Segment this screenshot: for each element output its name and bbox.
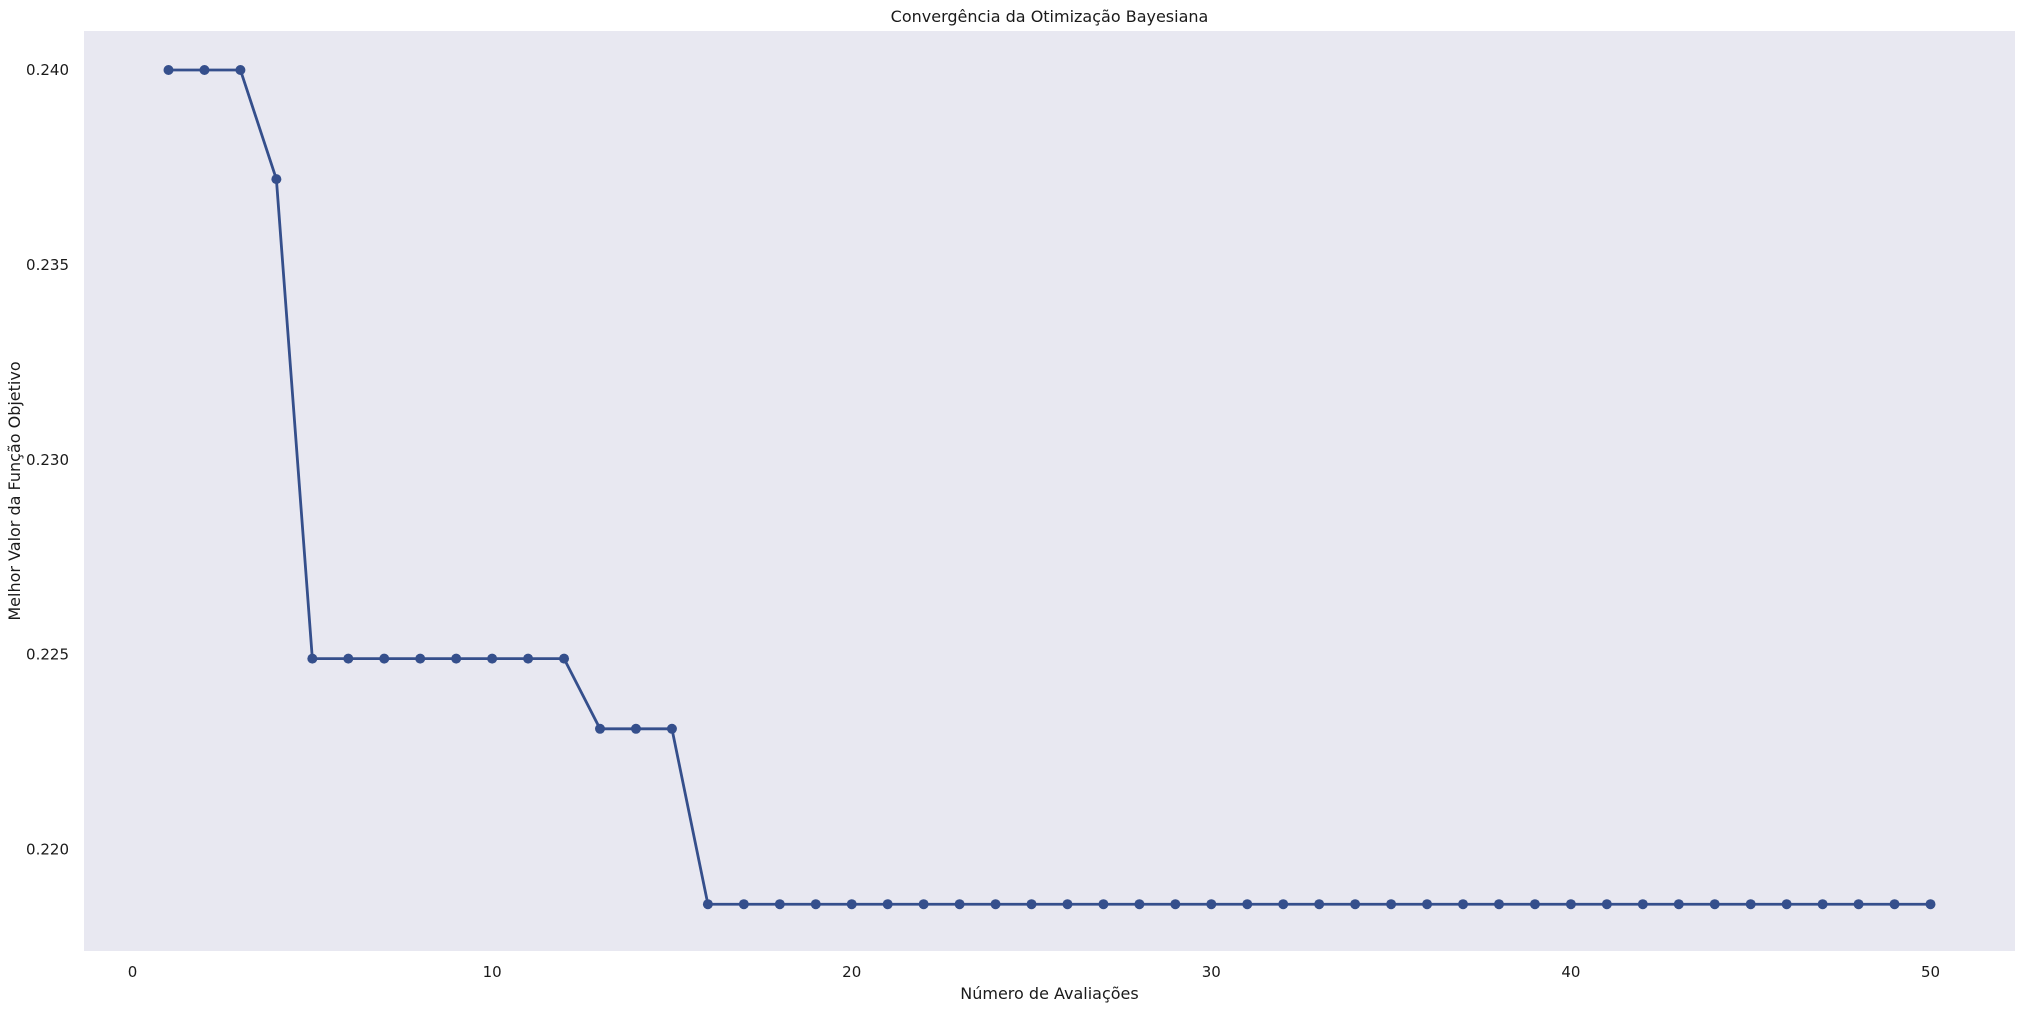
data-point bbox=[1062, 899, 1073, 910]
data-point bbox=[451, 653, 462, 664]
data-point bbox=[271, 174, 282, 185]
data-point bbox=[1709, 899, 1720, 910]
data-point bbox=[630, 723, 641, 734]
data-point bbox=[307, 653, 318, 664]
data-point bbox=[1026, 899, 1037, 910]
data-point bbox=[1745, 899, 1756, 910]
y-tick-label: 0.235 bbox=[26, 256, 69, 274]
data-point bbox=[1889, 899, 1900, 910]
data-point bbox=[1853, 899, 1864, 910]
data-point bbox=[1637, 899, 1648, 910]
data-point bbox=[1386, 899, 1397, 910]
x-tick-label: 30 bbox=[1202, 963, 1221, 981]
data-point bbox=[1817, 899, 1828, 910]
x-tick-label: 0 bbox=[128, 963, 138, 981]
x-tick-label: 50 bbox=[1921, 963, 1940, 981]
data-point bbox=[595, 723, 606, 734]
data-point bbox=[1134, 899, 1145, 910]
data-point bbox=[738, 899, 749, 910]
chart-title: Convergência da Otimização Bayesiana bbox=[891, 7, 1209, 26]
x-axis-label: Número de Avaliações bbox=[960, 984, 1138, 1003]
data-point bbox=[235, 64, 246, 75]
series-layer bbox=[163, 64, 1936, 910]
y-tick-label: 0.240 bbox=[26, 61, 69, 79]
data-point bbox=[1529, 899, 1540, 910]
data-point bbox=[846, 899, 857, 910]
data-point bbox=[1673, 899, 1684, 910]
y-tick-label: 0.225 bbox=[26, 646, 69, 664]
series-line bbox=[168, 68, 1931, 906]
data-point bbox=[702, 899, 713, 910]
x-tick-label: 40 bbox=[1561, 963, 1580, 981]
data-point bbox=[1458, 899, 1469, 910]
data-point bbox=[163, 64, 174, 75]
data-point bbox=[1350, 899, 1361, 910]
data-point bbox=[1493, 899, 1504, 910]
ticks-layer: 0 10 20 30 40 50 0.220 0.225 0.230 0.235 0.240 bbox=[26, 61, 1940, 981]
data-point bbox=[666, 723, 677, 734]
data-point bbox=[1242, 899, 1253, 910]
data-point bbox=[1565, 899, 1576, 910]
data-point bbox=[199, 64, 210, 75]
data-point bbox=[1925, 899, 1936, 910]
data-point bbox=[1314, 899, 1325, 910]
data-point bbox=[918, 899, 929, 910]
data-point bbox=[379, 653, 390, 664]
data-point bbox=[487, 653, 498, 664]
data-point bbox=[1422, 899, 1433, 910]
y-axis-label: Melhor Valor da Função Objetivo bbox=[5, 361, 24, 620]
y-tick-label: 0.220 bbox=[26, 841, 69, 859]
data-point bbox=[810, 899, 821, 910]
data-point bbox=[559, 653, 570, 664]
data-point bbox=[774, 899, 785, 910]
data-point bbox=[1781, 899, 1792, 910]
y-tick-label: 0.230 bbox=[26, 451, 69, 469]
data-point bbox=[954, 899, 965, 910]
data-point bbox=[523, 653, 534, 664]
data-point bbox=[882, 899, 893, 910]
data-point bbox=[1098, 899, 1109, 910]
data-point bbox=[415, 653, 426, 664]
x-tick-label: 20 bbox=[842, 963, 861, 981]
x-tick-label: 10 bbox=[483, 963, 502, 981]
data-point bbox=[343, 653, 354, 664]
data-point bbox=[1601, 899, 1612, 910]
plot-area bbox=[84, 31, 2015, 951]
data-point bbox=[1170, 899, 1181, 910]
data-point bbox=[1278, 899, 1289, 910]
data-point bbox=[990, 899, 1001, 910]
data-point bbox=[1206, 899, 1217, 910]
